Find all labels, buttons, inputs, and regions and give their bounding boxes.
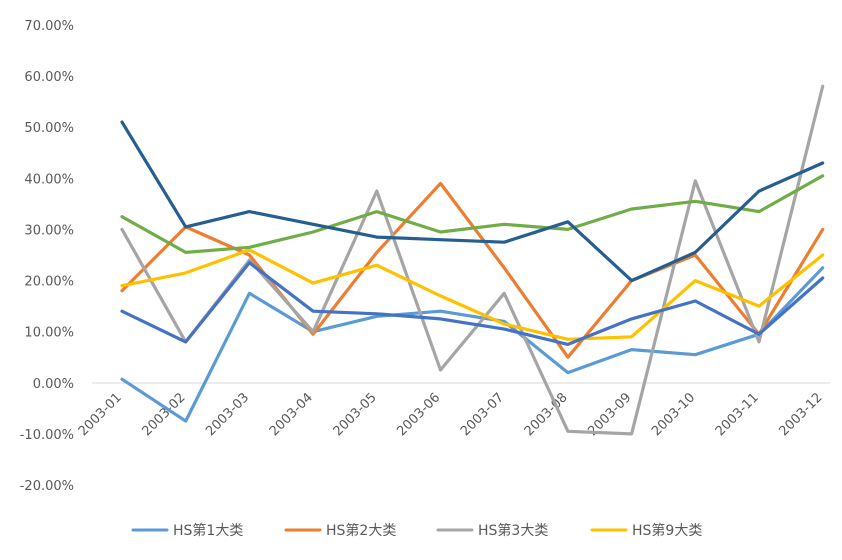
y-tick-label: 10.00% xyxy=(24,326,74,341)
legend-label: HS第9大类 xyxy=(632,522,702,539)
legend-label: HS第1大类 xyxy=(173,522,243,539)
y-tick-label: 50.00% xyxy=(24,121,74,136)
y-tick-label: 60.00% xyxy=(24,70,74,85)
x-tick-label: 2003-12 xyxy=(777,390,826,439)
x-tick-label: 2003-01 xyxy=(76,390,125,439)
x-tick-label: 2003-06 xyxy=(394,390,443,439)
series-line-3 xyxy=(120,84,825,436)
y-axis-ticks: 70.00% 60.00% 50.00% 40.00% 30.00% 20.00% 10.0… xyxy=(20,19,74,494)
series-line-2 xyxy=(120,181,825,359)
y-tick-label: -10.00% xyxy=(20,428,74,443)
series-line-6 xyxy=(120,174,825,254)
x-tick-label: 2003-03 xyxy=(203,390,252,439)
y-tick-label: 70.00% xyxy=(24,19,74,34)
series-line-1 xyxy=(120,266,825,423)
y-tick-label: -20.00% xyxy=(20,479,74,494)
legend-label: HS第2大类 xyxy=(326,522,396,539)
legend: HS第1大类 HS第2大类 HS第3大类 HS第9大类 xyxy=(131,522,702,539)
x-tick-label: 2003-05 xyxy=(331,390,380,439)
series-lines xyxy=(120,84,825,436)
x-tick-label: 2003-07 xyxy=(458,390,507,439)
y-tick-label: 20.00% xyxy=(24,275,74,290)
series-line-4 xyxy=(120,248,825,341)
y-tick-label: 40.00% xyxy=(24,172,74,187)
series-line-5 xyxy=(120,261,825,346)
legend-label: HS第3大类 xyxy=(478,522,548,539)
x-tick-label: 2003-11 xyxy=(713,390,762,439)
series-line-7 xyxy=(120,120,825,283)
y-tick-label: 30.00% xyxy=(24,223,74,238)
x-tick-label: 2003-10 xyxy=(649,390,698,439)
x-tick-label: 2003-04 xyxy=(267,390,316,439)
x-tick-label: 2003-02 xyxy=(140,390,189,439)
y-tick-label: 0.00% xyxy=(33,377,74,392)
x-tick-label: 2003-08 xyxy=(522,390,571,439)
